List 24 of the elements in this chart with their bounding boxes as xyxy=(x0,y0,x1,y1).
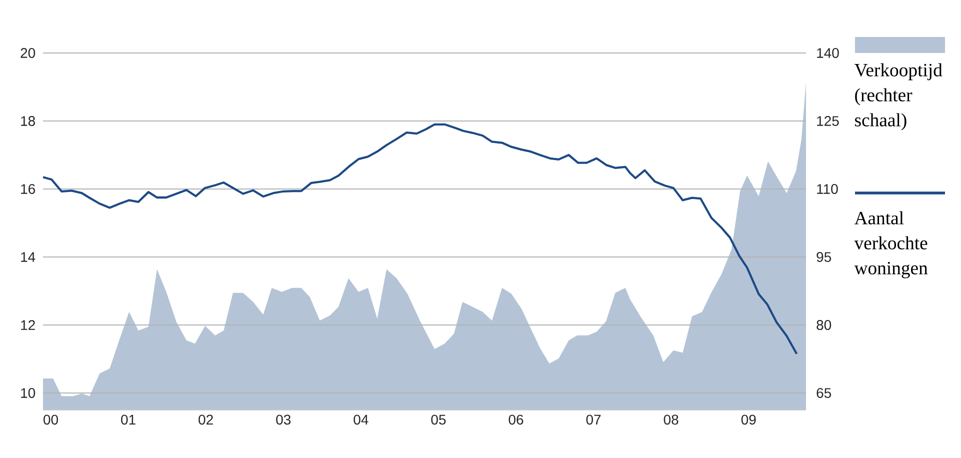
x-tick-label: 06 xyxy=(508,414,524,425)
x-tick-label: 08 xyxy=(664,414,678,425)
x-tick-label: 02 xyxy=(198,414,213,425)
y-tick-label: 14 xyxy=(21,252,36,262)
legend-label: Verkooptijd (rechter schaal) xyxy=(854,63,942,130)
y-tick-label: 16 xyxy=(21,184,36,194)
x-tick-label: 01 xyxy=(121,414,136,425)
y-tick-label: 20 xyxy=(20,48,36,58)
x-tick-label: 03 xyxy=(276,414,291,425)
y2-tick-label: 125 xyxy=(817,116,839,126)
x-tick-label: 05 xyxy=(431,414,446,425)
x-tick-label: 00 xyxy=(44,414,58,425)
y2-tick-label: 110 xyxy=(817,184,838,194)
y2-tick-label: 80 xyxy=(816,320,832,330)
legend-label: Aantal verkochte woningen xyxy=(854,211,928,278)
y2-tick-label: 95 xyxy=(816,252,832,262)
x-tick-label: 09 xyxy=(741,414,756,425)
y-tick-label: 12 xyxy=(21,320,35,330)
y-tick-label: 10 xyxy=(21,388,36,398)
y-tick-label: 18 xyxy=(21,116,36,126)
x-tick-label: 07 xyxy=(586,414,601,425)
x-tick-label: 04 xyxy=(354,414,368,425)
y2-tick-label: 140 xyxy=(817,48,839,58)
y2-tick-label: 65 xyxy=(816,388,832,398)
